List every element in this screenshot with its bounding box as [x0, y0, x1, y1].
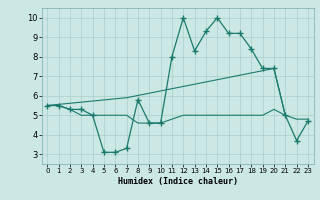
X-axis label: Humidex (Indice chaleur): Humidex (Indice chaleur): [118, 177, 237, 186]
